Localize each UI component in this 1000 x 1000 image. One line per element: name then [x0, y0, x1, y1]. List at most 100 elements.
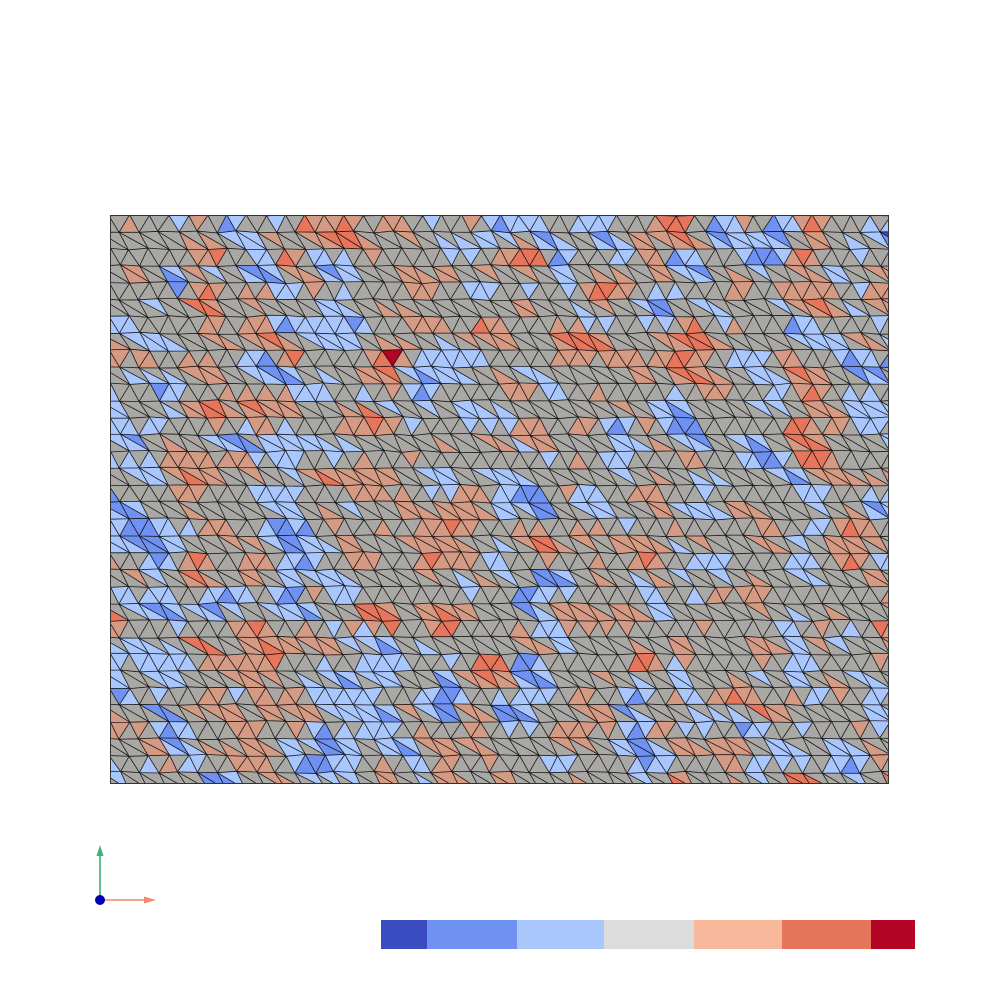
mesh-cell: [597, 249, 618, 265]
mesh-cell: [461, 384, 480, 401]
mesh-cell: [510, 382, 529, 401]
mesh-cell: [295, 215, 316, 233]
mesh-cell: [695, 450, 715, 468]
mesh-cell: [655, 215, 677, 231]
mesh-cell: [246, 315, 267, 334]
mesh-cell: [558, 349, 578, 366]
y-axis-arrow-icon: [96, 845, 104, 856]
mesh-cell: [822, 350, 842, 368]
mesh-cell: [754, 384, 774, 401]
mesh-cell: [235, 215, 258, 233]
mesh-cell: [725, 349, 743, 368]
mesh-cell: [753, 451, 773, 469]
mesh-cell: [655, 350, 675, 368]
mesh-cell: [344, 349, 364, 367]
mesh-cell: [343, 215, 364, 231]
mesh-cell: [246, 282, 267, 299]
mesh-cell: [704, 281, 725, 301]
mesh-cell: [674, 316, 695, 334]
mesh-cell: [450, 215, 471, 233]
mesh-cell: [440, 484, 460, 503]
mesh-cell: [352, 451, 375, 469]
mesh-cell: [363, 349, 382, 367]
mesh-cell: [783, 315, 803, 335]
mesh-cell: [159, 315, 178, 335]
mesh-cell: [774, 215, 793, 232]
mesh-cell: [110, 485, 130, 502]
mesh-cell: [831, 215, 851, 233]
mesh-cell: [206, 417, 227, 436]
mesh-cell: [587, 249, 608, 265]
mesh-cell: [832, 316, 852, 334]
mesh-cell: [119, 485, 141, 502]
mesh-cell: [606, 283, 628, 300]
mesh-cell: [450, 484, 472, 503]
mesh-cell: [822, 282, 841, 300]
mesh-cell: [510, 283, 529, 301]
mesh-cell: [207, 383, 228, 400]
mesh-cell: [392, 452, 413, 468]
mesh-cell: [188, 215, 208, 231]
mesh-cell: [139, 383, 160, 402]
mesh-cell: [422, 316, 443, 334]
mesh-cell: [275, 248, 296, 267]
mesh-cell: [255, 298, 287, 316]
mesh-cell: [198, 452, 217, 469]
mesh-cell: [235, 249, 257, 266]
mesh-cell: [548, 451, 569, 469]
mesh-cell: [139, 248, 159, 267]
orientation-axes[interactable]: [88, 840, 168, 910]
mesh-cell: [635, 451, 655, 468]
mesh-cell: [403, 416, 423, 436]
mesh-cell: [158, 351, 178, 368]
mesh-cell: [110, 215, 130, 233]
mesh-cell: [149, 383, 170, 401]
mesh-cell: [294, 486, 316, 503]
mesh-cell: [422, 484, 441, 502]
mesh-cell: [314, 418, 334, 435]
mesh-cell: [666, 450, 687, 470]
mesh-cell: [724, 281, 744, 301]
mesh-cell: [655, 315, 675, 334]
mesh-cell: [373, 383, 393, 402]
mesh-cell: [841, 249, 862, 267]
mesh-cell: [636, 383, 657, 401]
mesh-cell: [393, 416, 412, 436]
mesh-cell: [656, 484, 676, 503]
mesh-cell: [431, 350, 453, 368]
mesh-cell: [499, 418, 520, 436]
mesh-cell: [753, 315, 773, 334]
mesh-cell: [674, 417, 696, 434]
mesh-cell: [666, 333, 696, 351]
mesh-cell: [169, 383, 188, 402]
mesh-cell: [617, 283, 638, 299]
mesh-cell: [237, 485, 257, 503]
mesh-cell: [178, 451, 199, 469]
mesh-cell: [871, 349, 889, 368]
mesh-cell: [285, 282, 304, 300]
mesh-cell: [381, 349, 403, 367]
mesh-cell: [743, 281, 765, 301]
mesh-cell: [266, 416, 285, 435]
mesh-cell: [304, 484, 325, 503]
mesh-cell: [508, 248, 530, 266]
mesh-cell: [822, 215, 843, 233]
mesh-cell: [695, 349, 716, 367]
mesh-cell: [167, 281, 189, 299]
mesh-cell: [596, 485, 618, 502]
mesh-cell: [384, 383, 403, 401]
mesh-cell: [149, 281, 168, 299]
mesh-cell: [374, 486, 394, 502]
mesh-cell: [413, 249, 433, 267]
mesh-cell: [304, 349, 326, 367]
mesh-cell: [479, 484, 501, 503]
mesh-cell: [119, 384, 140, 402]
mesh-cell: [353, 416, 375, 436]
mesh-cell: [500, 451, 520, 469]
mesh-cell: [626, 485, 646, 503]
mesh-cell: [646, 350, 666, 368]
mesh-cell: [567, 316, 588, 334]
mesh-cell: [372, 350, 393, 367]
mesh-cell: [509, 418, 531, 436]
